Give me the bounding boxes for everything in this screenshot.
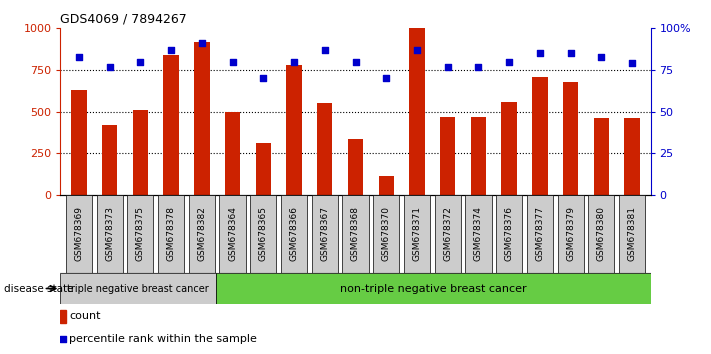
Bar (215, 273, 651, 304)
Bar (250, 195, 277, 273)
Text: GSM678381: GSM678381 (628, 206, 636, 261)
Bar (97, 195, 123, 273)
Point (596, 54, 607, 59)
Text: GSM678367: GSM678367 (320, 206, 329, 261)
Text: GSM678364: GSM678364 (228, 206, 237, 261)
Point (380, 75, 392, 81)
Text: GSM678372: GSM678372 (443, 206, 452, 261)
Point (319, 47, 331, 53)
Text: GSM678375: GSM678375 (136, 206, 145, 261)
Bar (256, 143, 271, 195)
Point (565, 51, 577, 56)
Bar (434, 195, 461, 273)
Bar (317, 103, 333, 195)
Bar (66, 195, 92, 273)
Point (442, 64, 454, 69)
Text: GSM678382: GSM678382 (198, 206, 206, 261)
Bar (348, 139, 363, 195)
Point (626, 61, 638, 66)
Text: count: count (69, 312, 101, 321)
Text: percentile rank within the sample: percentile rank within the sample (69, 334, 257, 344)
Bar (378, 176, 394, 195)
Point (227, 59, 238, 64)
Bar (133, 110, 148, 195)
Point (534, 51, 545, 56)
Bar (471, 116, 486, 195)
Point (473, 64, 484, 69)
Text: GSM678366: GSM678366 (289, 206, 299, 261)
Point (196, 40, 208, 46)
Point (503, 59, 515, 64)
Text: GSM678376: GSM678376 (505, 206, 513, 261)
Point (104, 64, 115, 69)
Bar (588, 195, 614, 273)
Text: GSM678380: GSM678380 (597, 206, 606, 261)
Bar (440, 116, 455, 195)
Point (257, 75, 269, 81)
Bar (102, 125, 117, 195)
Point (411, 47, 422, 53)
Text: GSM678373: GSM678373 (105, 206, 114, 261)
Text: triple negative breast cancer: triple negative breast cancer (68, 284, 209, 293)
Text: GSM678371: GSM678371 (412, 206, 422, 261)
Bar (563, 81, 578, 195)
Bar (373, 195, 400, 273)
Bar (188, 195, 215, 273)
Text: GSM678370: GSM678370 (382, 206, 391, 261)
Bar (287, 65, 301, 195)
Bar (225, 112, 240, 195)
Text: non-triple negative breast cancer: non-triple negative breast cancer (340, 284, 526, 293)
Bar (158, 195, 184, 273)
Bar (496, 195, 523, 273)
Bar (624, 118, 640, 195)
Text: GSM678369: GSM678369 (75, 206, 83, 261)
Bar (220, 195, 245, 273)
Bar (466, 195, 491, 273)
Bar (127, 195, 154, 273)
Bar (281, 195, 307, 273)
Text: GSM678368: GSM678368 (351, 206, 360, 261)
Bar (60, 310, 65, 323)
Point (289, 59, 300, 64)
Bar (619, 195, 645, 273)
Bar (71, 90, 87, 195)
Bar (594, 118, 609, 195)
Bar (501, 102, 517, 195)
Text: GSM678379: GSM678379 (566, 206, 575, 261)
Text: GSM678378: GSM678378 (166, 206, 176, 261)
Point (350, 59, 361, 64)
Text: disease state: disease state (4, 284, 73, 293)
Point (166, 47, 177, 53)
Bar (164, 55, 178, 195)
Bar (311, 195, 338, 273)
Text: GSM678365: GSM678365 (259, 206, 268, 261)
Bar (557, 195, 584, 273)
Text: GSM678377: GSM678377 (535, 206, 545, 261)
Bar (404, 195, 430, 273)
Bar (60, 273, 215, 304)
Text: GDS4069 / 7894267: GDS4069 / 7894267 (60, 13, 187, 26)
Bar (527, 195, 553, 273)
Text: GSM678374: GSM678374 (474, 206, 483, 261)
Bar (194, 42, 210, 195)
Bar (343, 195, 368, 273)
Point (73, 54, 85, 59)
Point (134, 59, 146, 64)
Point (58, 336, 69, 342)
Bar (533, 76, 547, 195)
Bar (410, 28, 424, 195)
